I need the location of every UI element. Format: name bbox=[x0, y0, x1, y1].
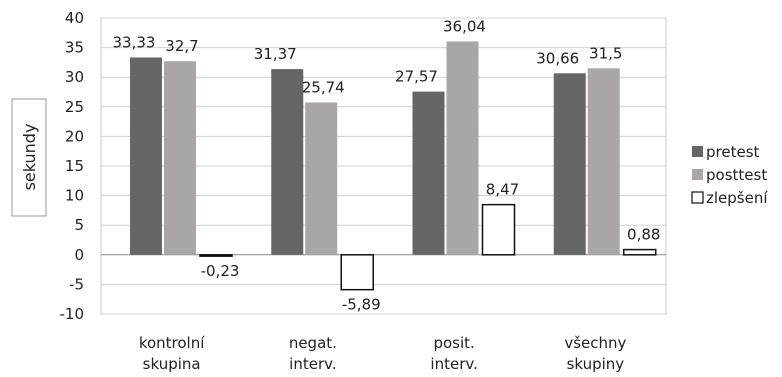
bar-zlepšení bbox=[200, 255, 232, 256]
data-label: 33,33 bbox=[113, 33, 156, 51]
y-tick-label: -10 bbox=[60, 305, 85, 323]
y-axis-title: sekundy bbox=[20, 124, 39, 191]
legend-label: pretest bbox=[706, 143, 760, 161]
data-label: 36,04 bbox=[443, 17, 486, 35]
data-label: 31,37 bbox=[254, 45, 297, 63]
y-tick-label: 0 bbox=[74, 246, 84, 264]
y-tick-label: 15 bbox=[65, 157, 84, 175]
data-label: -0,23 bbox=[201, 262, 240, 280]
legend-swatch-posttest bbox=[692, 169, 703, 180]
bar-zlepšení bbox=[483, 205, 515, 255]
bar-posttest bbox=[164, 61, 196, 255]
data-label: 0,88 bbox=[627, 226, 660, 244]
legend-swatch-pretest bbox=[692, 146, 703, 157]
data-label: 25,74 bbox=[302, 78, 345, 96]
data-label: 31,5 bbox=[589, 44, 622, 62]
y-tick-label: 5 bbox=[74, 216, 84, 234]
y-tick-label: 25 bbox=[65, 98, 84, 116]
y-tick-label: 35 bbox=[65, 39, 84, 57]
data-label: 27,57 bbox=[395, 68, 438, 86]
bar-zlepšení bbox=[624, 250, 656, 255]
legend-label: posttest bbox=[706, 166, 767, 184]
x-tick-label: kontrolní skupina bbox=[139, 334, 205, 373]
y-tick-label: 40 bbox=[65, 9, 84, 27]
bar-pretest bbox=[413, 92, 445, 255]
legend: pretest posttest zlepšení bbox=[692, 143, 768, 207]
data-label: 32,7 bbox=[165, 37, 198, 55]
x-tick-label: posit. interv. bbox=[430, 334, 477, 373]
data-label: 30,66 bbox=[536, 49, 579, 67]
bar-posttest bbox=[305, 102, 337, 254]
bar-posttest bbox=[447, 41, 479, 254]
x-axis: kontrolní skupina negat. interv. posit. inter… bbox=[139, 334, 627, 373]
x-tick-label: všechny skupiny bbox=[564, 334, 626, 373]
data-label: 8,47 bbox=[486, 181, 519, 199]
legend-label: zlepšení bbox=[706, 189, 768, 207]
data-label: -5,89 bbox=[342, 296, 381, 314]
y-tick-label: -5 bbox=[69, 275, 84, 293]
bar-pretest bbox=[130, 57, 162, 254]
y-axis: -10 -5 0 5 10 15 20 25 30 35 40 bbox=[60, 9, 85, 323]
bar-pretest bbox=[554, 73, 586, 255]
y-tick-label: 30 bbox=[65, 68, 84, 86]
y-tick-label: 20 bbox=[65, 127, 84, 145]
bar-zlepšení bbox=[341, 255, 373, 290]
bar-posttest bbox=[588, 68, 620, 254]
y-axis-title: sekundy bbox=[12, 99, 46, 216]
legend-swatch-zlepšení bbox=[692, 192, 703, 203]
x-tick-label: negat. interv. bbox=[289, 334, 337, 373]
y-tick-label: 10 bbox=[65, 187, 84, 205]
bar-pretest bbox=[271, 69, 303, 255]
